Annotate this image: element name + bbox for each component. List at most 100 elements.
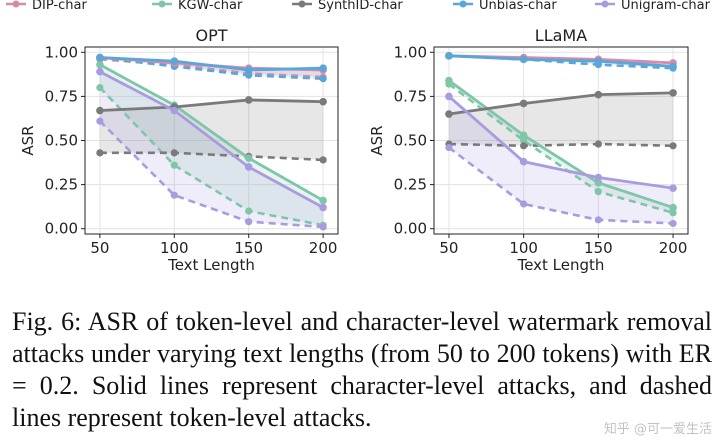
line-token-kgw <box>448 83 674 215</box>
point-char-kgw <box>319 196 327 205</box>
x-tick-label: 50 <box>90 239 109 257</box>
point-token-unbias <box>319 75 327 83</box>
point-token-synthid <box>594 140 602 148</box>
line-char-synthid <box>448 91 674 116</box>
point-char-synthid <box>96 106 104 115</box>
x-tick-label: 200 <box>659 239 688 257</box>
legend-marker <box>459 0 467 8</box>
x-tick-label: 150 <box>584 239 613 257</box>
y-tick-label: 0.00 <box>45 220 78 238</box>
line-char-unigram <box>99 70 324 209</box>
point-char-synthid <box>445 110 453 118</box>
point-char-unbias <box>170 57 179 65</box>
point-token-unigram <box>520 200 528 208</box>
y-tick-label: 0.75 <box>394 87 427 105</box>
point-char-unbias <box>669 62 677 71</box>
point-token-kgw <box>520 136 528 145</box>
legend-label: DIP-char <box>32 0 87 13</box>
point-token-unigram <box>96 117 104 125</box>
point-char-unigram <box>96 67 104 76</box>
legend-label: Unigram-char <box>621 0 711 13</box>
line-char-unbias <box>99 56 324 72</box>
y-axis-label: ASR <box>19 125 37 155</box>
y-tick-label: 0.75 <box>45 87 78 105</box>
point-char-unbias <box>96 53 104 62</box>
legend-marker <box>12 0 20 8</box>
y-tick-label: 0.50 <box>394 132 427 150</box>
point-token-kgw <box>669 209 677 217</box>
gap-area-unigram <box>448 96 674 224</box>
legend-item-kgw-char: KGW-char <box>152 0 243 13</box>
y-tick-label: 0.25 <box>394 176 427 194</box>
y-tick-label: 0.25 <box>45 176 78 194</box>
legend-item-synthid-char: SynthID-char <box>292 0 403 13</box>
point-char-unbias <box>594 57 603 65</box>
line-token-kgw <box>98 86 324 227</box>
point-char-unigram <box>445 92 453 101</box>
x-tick-label: 100 <box>160 239 189 257</box>
chart-title: OPT <box>195 26 227 45</box>
point-token-unigram <box>319 223 327 231</box>
gap-area-synthid <box>99 99 324 160</box>
point-char-synthid <box>319 97 327 106</box>
point-char-kgw <box>594 179 603 187</box>
legend-marker <box>298 0 306 8</box>
line-char-unigram <box>448 95 674 190</box>
legend-label: KGW-char <box>178 0 243 13</box>
legend-marker <box>158 0 166 8</box>
point-token-kgw <box>245 207 253 215</box>
chart-title: LLaMA <box>535 26 587 45</box>
y-tick-label: 0.00 <box>394 220 427 238</box>
x-tick-label: 100 <box>509 239 538 257</box>
legend-item-unbias-char: Unbias-char <box>453 0 557 13</box>
y-axis-label: ASR <box>368 125 386 155</box>
chart-panel-llama: 50 100 150 200 0.00 0.25 0.50 0.75 1.00 LLaMA Text… <box>368 26 689 274</box>
y-tick-label: 1.00 <box>45 43 78 61</box>
point-token-synthid <box>319 156 327 164</box>
x-tick-label: 50 <box>439 239 458 257</box>
point-token-kgw <box>96 83 104 92</box>
point-char-unbias <box>519 55 528 64</box>
legend-marker <box>601 0 609 8</box>
point-token-unigram <box>594 216 602 224</box>
point-char-kgw <box>96 60 104 69</box>
line-token-unbias <box>99 56 324 81</box>
legend-item-unigram-char: Unigram-char <box>595 0 711 13</box>
x-tick-label: 200 <box>309 239 338 257</box>
x-tick-label: 150 <box>234 239 263 257</box>
point-token-unbias <box>245 71 253 79</box>
point-char-synthid <box>669 89 677 97</box>
line-char-unbias <box>448 54 674 68</box>
point-token-unigram <box>669 219 677 228</box>
legend-item-dip-char: DIP-char <box>6 0 87 13</box>
line-token-synthid <box>448 142 674 148</box>
point-token-synthid <box>170 149 178 157</box>
point-char-unigram <box>170 106 179 115</box>
point-char-kgw <box>445 76 453 85</box>
point-token-unigram <box>445 143 453 152</box>
point-char-kgw <box>244 154 253 162</box>
y-tick-label: 1.00 <box>394 43 427 61</box>
line-token-synthid <box>99 151 324 162</box>
point-char-kgw <box>669 203 677 212</box>
point-char-synthid <box>594 90 603 99</box>
point-token-kgw <box>594 188 602 196</box>
point-char-kgw <box>519 131 528 140</box>
point-char-unigram <box>669 184 677 192</box>
line-token-unigram <box>98 120 324 229</box>
gap-area-unigram <box>99 71 324 227</box>
x-axis-label: Text Length <box>517 256 605 274</box>
chart-panel-opt: 50 100 150 200 0.00 0.25 0.50 0.75 1.00 OPT Text L… <box>19 26 339 274</box>
point-char-synthid <box>519 99 528 108</box>
point-token-unigram <box>245 218 253 226</box>
point-char-unigram <box>594 173 603 182</box>
gap-area-kgw <box>99 64 324 226</box>
y-tick-label: 0.50 <box>45 132 78 150</box>
point-token-kgw <box>170 161 178 169</box>
legend-label: SynthID-char <box>318 0 403 13</box>
point-char-unbias <box>445 52 453 60</box>
point-token-synthid <box>520 142 528 150</box>
watermark-text: 知乎 @可一爱生活 <box>603 422 712 437</box>
point-token-unigram <box>170 191 178 199</box>
